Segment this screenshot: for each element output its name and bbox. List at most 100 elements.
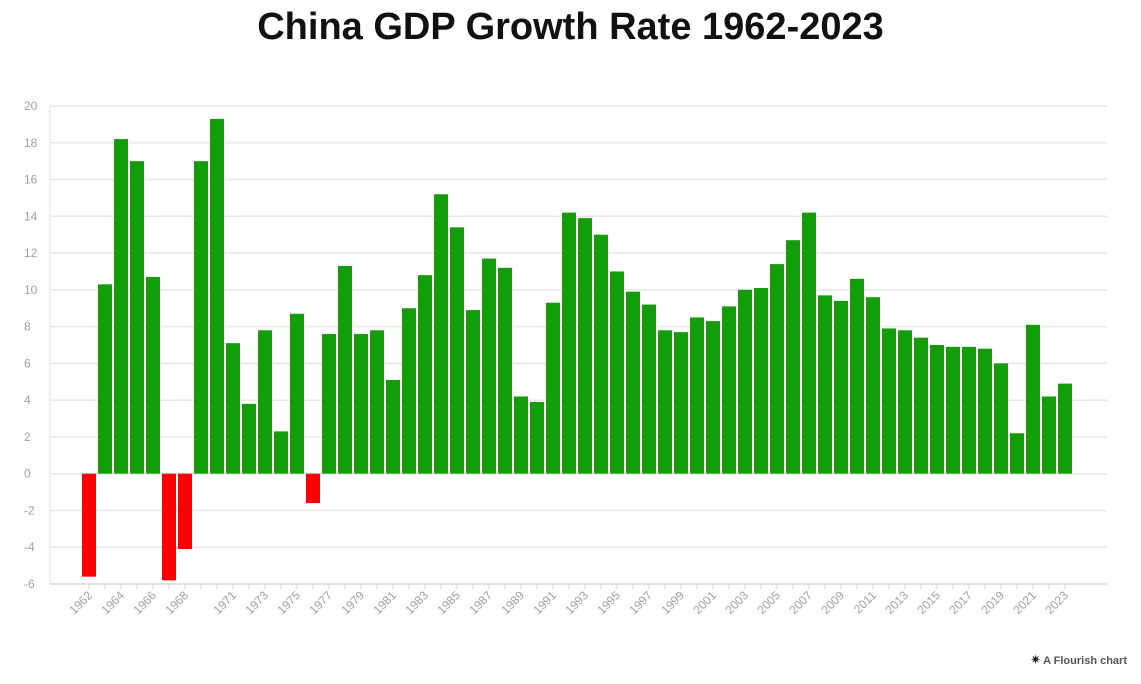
bar-2009[interactable] bbox=[834, 300, 848, 474]
bar-1987[interactable] bbox=[482, 258, 496, 474]
bar-2023[interactable] bbox=[1058, 383, 1072, 474]
bar-1980[interactable] bbox=[370, 330, 384, 474]
y-tick-label: 6 bbox=[24, 356, 31, 370]
x-tick-label: 1993 bbox=[562, 588, 591, 617]
flourish-star-icon: ✷ bbox=[1030, 652, 1042, 667]
bar-2001[interactable] bbox=[706, 321, 720, 474]
bar-2012[interactable] bbox=[882, 328, 896, 474]
x-tick-label: 1966 bbox=[130, 588, 159, 617]
x-tick-label: 2007 bbox=[786, 588, 815, 617]
bar-1991[interactable] bbox=[546, 302, 560, 474]
bar-1995[interactable] bbox=[610, 271, 624, 474]
x-tick-label: 1987 bbox=[466, 588, 495, 617]
bar-2021[interactable] bbox=[1026, 324, 1040, 474]
y-tick-label: -6 bbox=[24, 577, 35, 591]
x-tick-label: 1971 bbox=[210, 588, 239, 617]
y-tick-label: 14 bbox=[24, 209, 38, 223]
bar-2016[interactable] bbox=[946, 346, 960, 474]
x-tick-label: 1962 bbox=[66, 588, 95, 617]
bar-2008[interactable] bbox=[818, 295, 832, 474]
bar-1971[interactable] bbox=[226, 343, 240, 474]
bar-1994[interactable] bbox=[594, 234, 608, 474]
y-tick-label: -4 bbox=[24, 540, 35, 554]
bar-1975[interactable] bbox=[290, 313, 304, 474]
x-tick-label: 1981 bbox=[370, 588, 399, 617]
bar-2007[interactable] bbox=[802, 212, 816, 474]
x-tick-label: 1995 bbox=[594, 588, 623, 617]
bar-1978[interactable] bbox=[338, 265, 352, 474]
bar-1979[interactable] bbox=[354, 333, 368, 474]
bar-1965[interactable] bbox=[130, 161, 144, 474]
bar-1998[interactable] bbox=[658, 330, 672, 474]
bar-1982[interactable] bbox=[402, 308, 416, 474]
x-tick-label: 1973 bbox=[242, 588, 271, 617]
bar-1977[interactable] bbox=[322, 333, 336, 474]
x-tick-label: 1979 bbox=[338, 588, 367, 617]
y-tick-label: 10 bbox=[24, 283, 38, 297]
bar-2015[interactable] bbox=[930, 345, 944, 474]
y-tick-label: 20 bbox=[24, 99, 38, 113]
y-tick-label: 16 bbox=[24, 173, 38, 187]
bar-1963[interactable] bbox=[98, 284, 112, 474]
bar-1992[interactable] bbox=[562, 212, 576, 474]
bar-2018[interactable] bbox=[978, 348, 992, 474]
bar-1964[interactable] bbox=[114, 139, 128, 474]
bar-2014[interactable] bbox=[914, 337, 928, 474]
bar-2011[interactable] bbox=[866, 297, 880, 474]
x-tick-label: 2021 bbox=[1010, 588, 1039, 617]
bar-1983[interactable] bbox=[418, 275, 432, 474]
bar-2006[interactable] bbox=[786, 240, 800, 474]
bar-2013[interactable] bbox=[898, 330, 912, 474]
x-tick-label: 1968 bbox=[162, 588, 191, 617]
bar-1993[interactable] bbox=[578, 218, 592, 474]
bar-1962[interactable] bbox=[82, 473, 96, 577]
y-tick-label: 8 bbox=[24, 320, 31, 334]
x-tick-label: 1999 bbox=[658, 588, 687, 617]
x-tick-label: 2013 bbox=[882, 588, 911, 617]
bar-1973[interactable] bbox=[258, 330, 272, 474]
bar-1984[interactable] bbox=[434, 194, 448, 474]
bar-2010[interactable] bbox=[850, 278, 864, 474]
y-tick-label: -2 bbox=[24, 503, 35, 517]
bar-2022[interactable] bbox=[1042, 396, 1056, 474]
bar-1966[interactable] bbox=[146, 276, 160, 474]
bar-1985[interactable] bbox=[450, 227, 464, 474]
x-tick-label: 2011 bbox=[851, 588, 879, 616]
bar-1997[interactable] bbox=[642, 304, 656, 474]
y-tick-label: 12 bbox=[24, 246, 38, 260]
bar-1990[interactable] bbox=[530, 401, 544, 474]
bar-2000[interactable] bbox=[690, 317, 704, 474]
bar-2019[interactable] bbox=[994, 363, 1008, 474]
bar-1981[interactable] bbox=[386, 379, 400, 474]
bar-1996[interactable] bbox=[626, 291, 640, 474]
bars bbox=[82, 118, 1072, 581]
bar-1969[interactable] bbox=[194, 161, 208, 474]
bar-1989[interactable] bbox=[514, 396, 528, 474]
x-tick-label: 2017 bbox=[946, 588, 975, 617]
bar-2017[interactable] bbox=[962, 346, 976, 474]
bar-2004[interactable] bbox=[754, 288, 768, 474]
bar-1968[interactable] bbox=[178, 473, 192, 550]
bar-2020[interactable] bbox=[1010, 433, 1024, 474]
bar-1974[interactable] bbox=[274, 431, 288, 474]
x-tick-label: 2023 bbox=[1042, 588, 1071, 617]
bar-2005[interactable] bbox=[770, 264, 784, 474]
flourish-credit[interactable]: ✷ A Flourish chart bbox=[1030, 652, 1127, 668]
x-tick-label: 1991 bbox=[530, 588, 559, 617]
y-tick-label: 0 bbox=[24, 467, 31, 481]
bar-2003[interactable] bbox=[738, 289, 752, 474]
bar-1967[interactable] bbox=[162, 473, 176, 581]
bar-1976[interactable] bbox=[306, 473, 320, 504]
x-tick-label: 2003 bbox=[722, 588, 751, 617]
chart-title: China GDP Growth Rate 1962-2023 bbox=[257, 6, 884, 48]
bar-2002[interactable] bbox=[722, 306, 736, 474]
y-tick-label: 4 bbox=[24, 393, 31, 407]
bar-1970[interactable] bbox=[210, 118, 224, 474]
bar-1986[interactable] bbox=[466, 310, 480, 474]
bar-1999[interactable] bbox=[674, 332, 688, 474]
bar-1988[interactable] bbox=[498, 267, 512, 474]
bar-1972[interactable] bbox=[242, 403, 256, 474]
x-tick-label: 1975 bbox=[274, 588, 303, 617]
x-tick-label: 2019 bbox=[978, 588, 1007, 617]
